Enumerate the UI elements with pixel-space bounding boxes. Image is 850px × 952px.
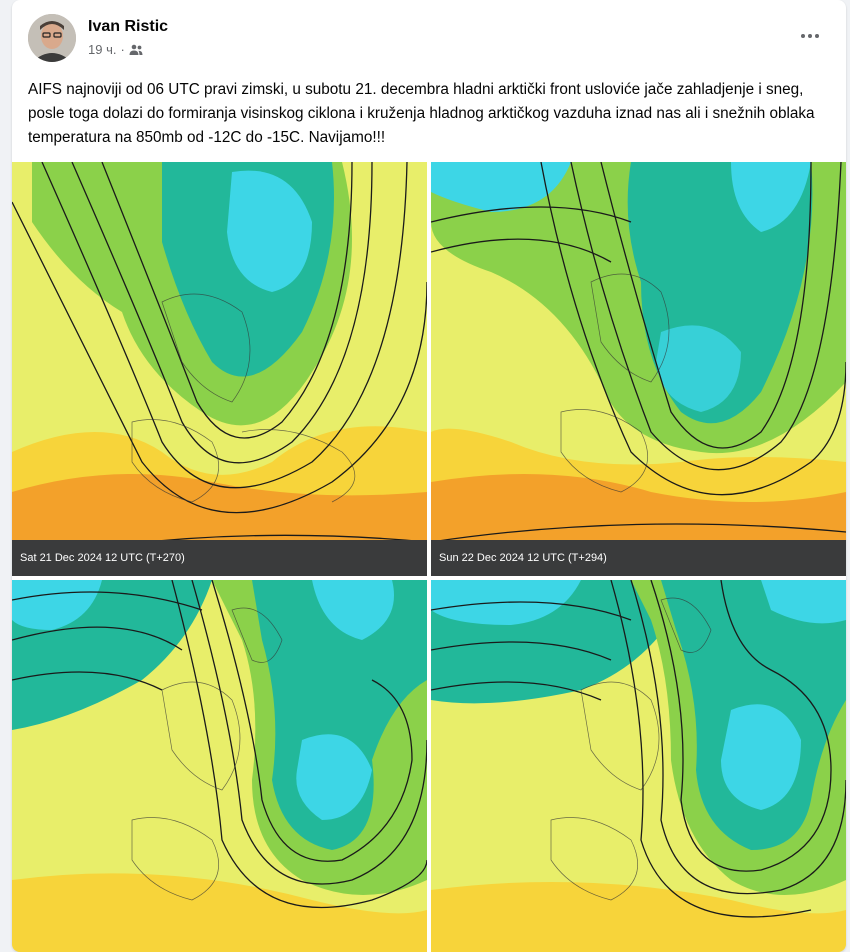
- temperature-map-image: [431, 580, 846, 952]
- author-name[interactable]: Ivan Ristic: [88, 18, 169, 35]
- forecast-map-4[interactable]: [431, 580, 846, 952]
- more-options-icon: [801, 34, 805, 38]
- post-text: AIFS najnoviji od 06 UTC pravi zimski, u…: [28, 81, 815, 146]
- temperature-map-image: [431, 162, 846, 576]
- forecast-map-2[interactable]: Sun 22 Dec 2024 12 UTC (T+294): [431, 162, 846, 576]
- map-caption-bar: Sat 21 Dec 2024 12 UTC (T+270): [12, 540, 427, 576]
- avatar[interactable]: [28, 14, 76, 62]
- post-card: Ivan Ristic 19 ч. · AIFS najnoviji od 06…: [12, 0, 846, 952]
- temperature-map-image: [12, 580, 427, 952]
- friends-icon[interactable]: [129, 44, 143, 56]
- temperature-map-image: [12, 162, 427, 576]
- avatar-photo-icon: [28, 14, 76, 62]
- meta-separator: ·: [120, 42, 125, 57]
- forecast-map-grid: Sat 21 Dec 2024 12 UTC (T+270): [12, 162, 846, 952]
- more-dot: [815, 34, 819, 38]
- post-time[interactable]: 19 ч.: [88, 42, 117, 57]
- map-caption: Sun 22 Dec 2024 12 UTC (T+294): [439, 552, 607, 564]
- more-options-button[interactable]: [796, 24, 824, 48]
- forecast-map-3[interactable]: [12, 580, 427, 952]
- forecast-map-1[interactable]: Sat 21 Dec 2024 12 UTC (T+270): [12, 162, 427, 576]
- map-caption-bar: Sun 22 Dec 2024 12 UTC (T+294): [431, 540, 846, 576]
- map-caption: Sat 21 Dec 2024 12 UTC (T+270): [20, 552, 185, 564]
- more-dot: [808, 34, 812, 38]
- post-meta: 19 ч. ·: [88, 42, 143, 57]
- post-header: Ivan Ristic 19 ч. ·: [12, 0, 846, 70]
